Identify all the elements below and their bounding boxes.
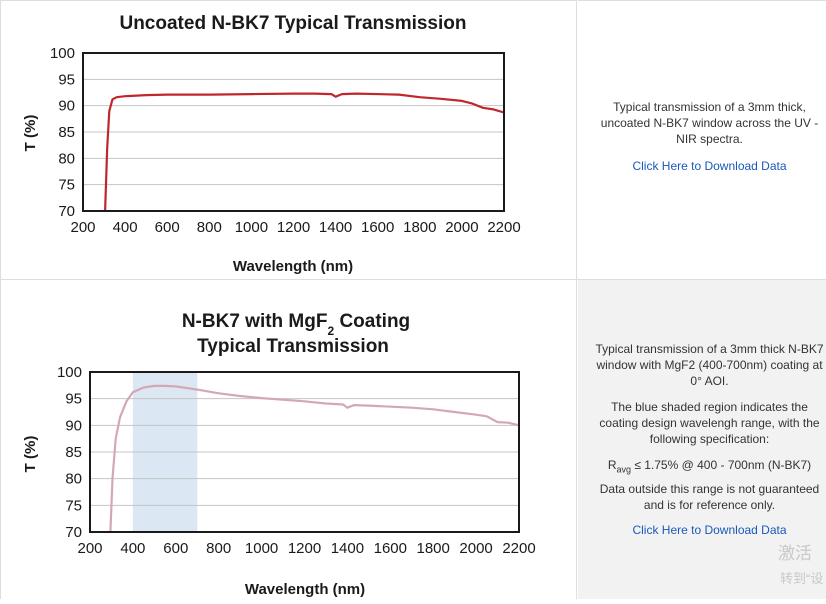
- download-data-link[interactable]: Click Here to Download Data: [632, 523, 787, 537]
- x-tick-label: 2000: [445, 219, 478, 236]
- chart-title-subscript: 2: [327, 324, 334, 338]
- x-tick-label: 800: [206, 540, 231, 557]
- y-tick-label: 100: [57, 364, 82, 381]
- x-tick-label: 1400: [331, 540, 364, 557]
- description-para-2: The blue shaded region indicates the coa…: [599, 400, 820, 446]
- x-tick-label: 1600: [361, 219, 394, 236]
- x-tick-label: 1400: [319, 219, 352, 236]
- mgf2-transmission-chart: N-BK7 with MgF2 Coating Typical Transmis…: [22, 311, 536, 598]
- chart-title: N-BK7 with MgF2 Coating: [182, 311, 410, 338]
- transmission-curve: [104, 92, 505, 212]
- description-cell-uncoated: Typical transmission of a 3mm thick, unc…: [578, 0, 826, 279]
- product-row-mgf2: N-BK7 with MgF2 Coating Typical Transmis…: [0, 280, 826, 599]
- x-tick-label: 1000: [235, 219, 268, 236]
- chart-title-rest: Coating: [334, 311, 410, 332]
- y-tick-label: 90: [58, 98, 75, 115]
- y-tick-label: 100: [50, 45, 75, 62]
- y-tick-label: 85: [65, 444, 82, 461]
- x-axis-label: Wavelength (nm): [233, 258, 353, 275]
- x-axis-label: Wavelength (nm): [245, 581, 365, 598]
- plot-frame: [89, 371, 520, 533]
- chart-title-main: N-BK7 with MgF: [182, 311, 328, 332]
- y-tick-label: 85: [58, 124, 75, 141]
- y-tick-label: 95: [65, 391, 82, 408]
- description-para-3: Data outside this range is not guarantee…: [599, 482, 820, 512]
- chart-cell-mgf2: N-BK7 with MgF2 Coating Typical Transmis…: [0, 280, 577, 599]
- watermark-line-1: 激活: [778, 544, 812, 563]
- plot-frame: [82, 52, 505, 212]
- x-tick-label: 800: [197, 219, 222, 236]
- y-axis-label: T (%): [22, 436, 39, 473]
- y-tick-label: 95: [58, 71, 75, 88]
- y-tick-label: 75: [65, 497, 82, 514]
- coating-specification: Ravg ≤ 1.75% @ 400 - 700nm (N-BK7): [592, 457, 826, 477]
- x-tick-label: 1200: [288, 540, 321, 557]
- x-tick-label: 600: [163, 540, 188, 557]
- transmission-curve: [109, 384, 520, 533]
- y-tick-label: 80: [58, 150, 75, 167]
- y-tick-label: 70: [58, 203, 75, 220]
- spec-symbol: R: [607, 458, 617, 472]
- download-data-link[interactable]: Click Here to Download Data: [632, 159, 787, 173]
- x-tick-label: 2200: [502, 540, 535, 557]
- description-para-1: Typical transmission of a 3mm thick N-BK…: [595, 342, 824, 388]
- y-tick-label: 80: [65, 471, 82, 488]
- watermark-line-2: 转到“设: [780, 571, 824, 586]
- x-tick-label: 1800: [417, 540, 450, 557]
- y-axis-label: T (%): [22, 115, 39, 152]
- chart-title: Uncoated N-BK7 Typical Transmission: [119, 13, 466, 34]
- x-tick-label: 200: [70, 219, 95, 236]
- chart-cell-uncoated: Uncoated N-BK7 Typical Transmission 70 75…: [0, 0, 577, 279]
- x-tick-label: 2000: [459, 540, 492, 557]
- spec-text: ≤ 1.75% @ 400 - 700nm (N-BK7): [631, 458, 812, 472]
- x-tick-label: 1600: [374, 540, 407, 557]
- y-tick-label: 75: [58, 177, 75, 194]
- x-tick-label: 200: [77, 540, 102, 557]
- uncoated-transmission-chart: Uncoated N-BK7 Typical Transmission 70 75…: [22, 13, 521, 275]
- x-tick-label: 1200: [277, 219, 310, 236]
- product-row-uncoated: Uncoated N-BK7 Typical Transmission 70 75…: [0, 0, 826, 280]
- x-tick-label: 400: [113, 219, 138, 236]
- x-tick-label: 600: [155, 219, 180, 236]
- description-text: Typical transmission of a 3mm thick, unc…: [600, 100, 819, 146]
- x-tick-label: 400: [120, 540, 145, 557]
- x-tick-label: 1800: [403, 219, 436, 236]
- spec-subscript: avg: [616, 464, 631, 475]
- x-tick-label: 2200: [487, 219, 520, 236]
- description-cell-mgf2: Typical transmission of a 3mm thick N-BK…: [578, 280, 826, 599]
- chart-title-line2: Typical Transmission: [197, 336, 389, 357]
- x-tick-label: 1000: [245, 540, 278, 557]
- y-tick-label: 70: [65, 524, 82, 541]
- y-tick-label: 90: [65, 417, 82, 434]
